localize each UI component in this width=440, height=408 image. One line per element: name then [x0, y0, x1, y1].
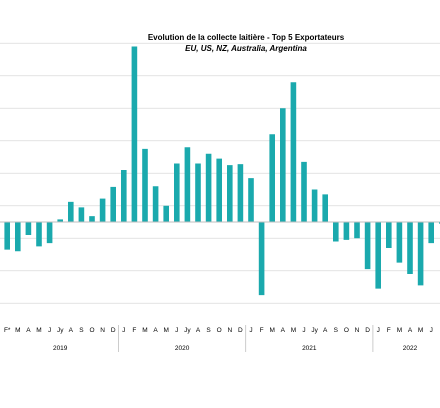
x-tick-label: J	[430, 327, 433, 334]
bar	[205, 153, 212, 222]
bar	[36, 222, 42, 247]
bar	[375, 222, 381, 289]
bar	[364, 222, 371, 270]
bar	[46, 222, 53, 244]
bar	[386, 222, 392, 248]
bar	[258, 222, 265, 296]
x-tick-label: F	[387, 327, 391, 334]
bar	[311, 189, 318, 222]
x-tick-label: A	[408, 327, 413, 334]
x-tick-label: O	[89, 327, 94, 334]
x-tick-label: J	[249, 327, 252, 334]
x-tick-label: S	[206, 327, 211, 334]
x-tick-label: N	[100, 327, 105, 334]
x-tick-label: Jy	[311, 327, 318, 334]
x-tick-label: F	[132, 327, 136, 334]
bar	[15, 222, 21, 252]
bar	[99, 198, 106, 222]
x-tick-label: F*	[4, 327, 11, 334]
x-tick-label: Jy	[57, 327, 64, 334]
bar	[290, 82, 297, 222]
bar-series	[4, 46, 440, 296]
bar	[417, 222, 424, 286]
x-tick-label: J	[48, 327, 51, 334]
x-tick-label: M	[418, 327, 423, 334]
bar	[25, 222, 32, 235]
x-tick-label: N	[227, 327, 232, 334]
x-tick-label: J	[122, 327, 125, 334]
x-tick-label: A	[153, 327, 158, 334]
x-tick-label: M	[142, 327, 147, 334]
x-tick-label: D	[238, 327, 243, 334]
x-tick-label: O	[344, 327, 349, 334]
bar	[131, 46, 138, 222]
x-tick-label: J	[377, 327, 380, 334]
x-tick-label: S	[334, 327, 339, 334]
bar	[407, 222, 413, 274]
x-axis-ticks: F* M A M J Jy A S O N D J F M A M J Jy A S O N D J F M A M J Jy A S O N D J…	[4, 327, 433, 334]
year-label: 2022	[403, 345, 418, 352]
bar	[333, 222, 339, 242]
x-tick-label: D	[111, 327, 116, 334]
bar	[322, 194, 328, 222]
bar	[163, 205, 169, 222]
x-tick-label: M	[269, 327, 274, 334]
x-tick-label: M	[15, 327, 20, 334]
x-tick-label: S	[79, 327, 84, 334]
bar	[216, 158, 222, 222]
x-tick-label: J	[175, 327, 178, 334]
bar	[227, 165, 233, 222]
x-tick-label: D	[365, 327, 370, 334]
bar	[142, 148, 148, 222]
x-tick-label: J	[302, 327, 305, 334]
x-tick-label: F	[260, 327, 264, 334]
year-label: 2020	[175, 345, 190, 352]
x-tick-label: A	[196, 327, 201, 334]
bar	[184, 147, 191, 222]
x-tick-label: M	[397, 327, 402, 334]
x-tick-label: Jy	[184, 327, 191, 334]
bar	[78, 207, 85, 222]
bar	[57, 219, 63, 222]
x-tick-label: A	[281, 327, 286, 334]
bar	[89, 216, 95, 222]
chart-title: Evolution de la collecte laitière - Top …	[148, 33, 345, 42]
bar	[396, 222, 403, 263]
year-label: 2019	[53, 345, 68, 352]
x-tick-label: A	[323, 327, 328, 334]
x-tick-label: M	[291, 327, 296, 334]
year-axis: 2019 2020 2021 2022	[53, 325, 418, 352]
bar	[110, 186, 116, 222]
bar	[343, 222, 350, 240]
bar	[428, 222, 434, 244]
bar	[4, 222, 10, 250]
bar	[354, 222, 360, 239]
bar	[68, 201, 74, 222]
year-label: 2021	[302, 345, 317, 352]
bar	[280, 108, 286, 222]
x-tick-label: A	[69, 327, 74, 334]
x-tick-label: A	[26, 327, 31, 334]
bar	[152, 186, 159, 222]
x-tick-label: N	[355, 327, 360, 334]
bar	[237, 164, 244, 222]
bar	[248, 178, 254, 222]
x-tick-label: M	[36, 327, 41, 334]
x-tick-label: M	[163, 327, 168, 334]
bar	[195, 163, 201, 222]
chart-subtitle: EU, US, NZ, Australia, Argentina	[185, 44, 307, 53]
bar	[301, 161, 307, 222]
bar	[269, 134, 275, 222]
bar	[121, 170, 127, 222]
bar	[174, 163, 180, 222]
x-tick-label: O	[217, 327, 222, 334]
